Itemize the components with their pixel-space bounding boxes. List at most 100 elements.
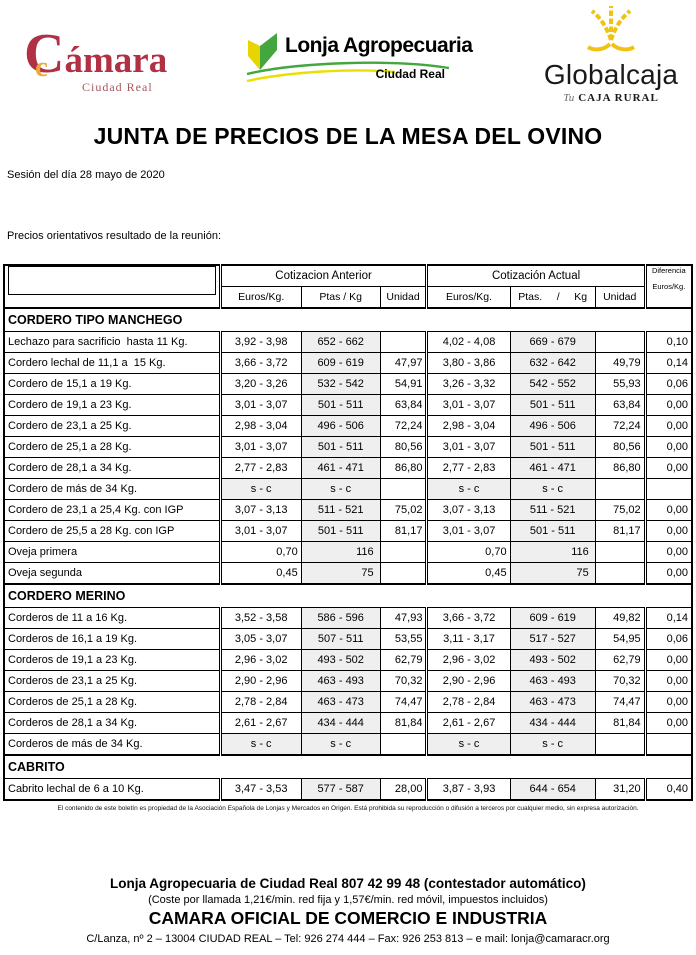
subheader-anterior-euros: Euros/Kg. bbox=[218, 286, 302, 309]
cell-diferencia: 0,00 bbox=[643, 670, 693, 692]
cell-product: Corderos de 11 a 16 Kg. bbox=[3, 607, 221, 629]
table-row: Corderos de 28,1 a 34 Kg. 2,61 - 2,67 434 … bbox=[3, 712, 693, 734]
cell-ant-unidad bbox=[379, 478, 428, 500]
cell-ant-ptas: 493 - 502 bbox=[300, 649, 381, 671]
cell-ant-euros: 3,01 - 3,07 bbox=[218, 436, 302, 458]
subheader-anterior-unidad: Unidad bbox=[379, 286, 428, 309]
cell-act-unidad: 55,93 bbox=[594, 373, 646, 395]
cell-act-euros: 3,26 - 3,32 bbox=[425, 373, 511, 395]
cell-act-unidad: 49,82 bbox=[594, 607, 646, 629]
cell-act-ptas: 461 - 471 bbox=[509, 457, 596, 479]
footer-address-line: C/Lanza, nº 2 – 13004 CIUDAD REAL – Tel:… bbox=[86, 933, 610, 945]
cell-act-ptas: 517 - 527 bbox=[509, 628, 596, 650]
cell-act-unidad: 62,79 bbox=[594, 649, 646, 671]
cell-ant-unidad: 81,17 bbox=[379, 520, 428, 542]
cell-act-euros: 3,01 - 3,07 bbox=[425, 436, 511, 458]
diferencia-label-line2: Euros/Kg. bbox=[652, 282, 686, 291]
cell-product: Cordero de 28,1 a 34 Kg. bbox=[3, 457, 221, 479]
price-table-wrap: Cotizacion Anterior Cotización Actual Di… bbox=[3, 264, 693, 801]
footer-chamber-name: CAMARA OFICIAL DE COMERCIO E INDUSTRIA bbox=[148, 908, 548, 928]
table-row: Cordero de 25,5 a 28 Kg. con IGP 3,01 - 3… bbox=[3, 520, 693, 542]
cell-ant-unidad bbox=[379, 733, 428, 756]
cell-act-euros: 3,07 - 3,13 bbox=[425, 499, 511, 521]
cell-act-euros: 2,61 - 2,67 bbox=[425, 712, 511, 734]
table-row: Corderos de 25,1 a 28 Kg. 2,78 - 2,84 463 … bbox=[3, 691, 693, 713]
cell-product: Cordero de más de 34 Kg. bbox=[3, 478, 221, 500]
cell-act-euros: 3,66 - 3,72 bbox=[425, 607, 511, 629]
cell-ant-ptas: 501 - 511 bbox=[300, 394, 381, 416]
cell-ant-euros: 3,92 - 3,98 bbox=[218, 331, 302, 353]
cell-ant-unidad: 81,84 bbox=[379, 712, 428, 734]
cell-ant-euros: 0,70 bbox=[218, 541, 302, 563]
table-row: Corderos de 19,1 a 23 Kg. 2,96 - 3,02 493 … bbox=[3, 649, 693, 671]
camara-inner-c-icon bbox=[35, 51, 48, 84]
cell-ant-unidad: 74,47 bbox=[379, 691, 428, 713]
cell-ant-unidad: 47,93 bbox=[379, 607, 428, 629]
copyright-disclaimer: El contenido de este boletín es propieda… bbox=[57, 805, 639, 812]
cell-ant-ptas: 501 - 511 bbox=[300, 436, 381, 458]
cell-act-ptas: 542 - 552 bbox=[509, 373, 596, 395]
cell-ant-ptas: 532 - 542 bbox=[300, 373, 381, 395]
cell-act-ptas: s - c bbox=[509, 478, 596, 500]
cell-act-ptas: 493 - 502 bbox=[509, 649, 596, 671]
cell-ant-euros: 3,07 - 3,13 bbox=[218, 499, 302, 521]
cell-diferencia: 0,00 bbox=[643, 520, 693, 542]
corner-box bbox=[8, 266, 216, 295]
section-title: CABRITO bbox=[3, 754, 693, 779]
cell-product: Corderos de 16,1 a 19 Kg. bbox=[3, 628, 221, 650]
cell-diferencia: 0,10 bbox=[643, 331, 693, 353]
cell-ant-ptas: s - c bbox=[300, 478, 381, 500]
cell-product: Corderos de más de 34 Kg. bbox=[3, 733, 221, 756]
cell-act-unidad: 70,32 bbox=[594, 670, 646, 692]
cell-act-ptas: 644 - 654 bbox=[509, 778, 596, 801]
intro-text: Precios orientativos resultado de la reu… bbox=[7, 230, 222, 242]
globalcaja-tagline-tu: Tu bbox=[563, 92, 575, 104]
cell-diferencia: 0,00 bbox=[643, 562, 693, 585]
cell-ant-unidad: 62,79 bbox=[379, 649, 428, 671]
cell-act-euros: s - c bbox=[425, 733, 511, 756]
cell-ant-unidad: 28,00 bbox=[379, 778, 428, 801]
cell-ant-ptas: 501 - 511 bbox=[300, 520, 381, 542]
table-row: Cordero de 28,1 a 34 Kg. 2,77 - 2,83 461 -… bbox=[3, 457, 693, 479]
lonja-subtitle: Ciudad Real bbox=[375, 67, 445, 81]
cell-ant-ptas: 434 - 444 bbox=[300, 712, 381, 734]
section-title: CORDERO MERINO bbox=[3, 583, 693, 608]
cell-act-ptas: 116 bbox=[509, 541, 596, 563]
camara-subtitle: Ciudad Real bbox=[82, 80, 153, 94]
table-row: Cordero de 19,1 a 23 Kg. 3,01 - 3,07 501 -… bbox=[3, 394, 693, 416]
cell-act-euros: 3,01 - 3,07 bbox=[425, 520, 511, 542]
cell-product: Cordero lechal de 11,1 a 15 Kg. bbox=[3, 352, 221, 374]
cell-act-unidad: 63,84 bbox=[594, 394, 646, 416]
cell-product: Cordero de 15,1 a 19 Kg. bbox=[3, 373, 221, 395]
cell-product: Cabrito lechal de 6 a 10 Kg. bbox=[3, 778, 221, 801]
cell-act-unidad bbox=[594, 562, 646, 585]
cell-ant-ptas: 586 - 596 bbox=[300, 607, 381, 629]
cell-ant-ptas: 507 - 511 bbox=[300, 628, 381, 650]
cell-diferencia: 0,00 bbox=[643, 499, 693, 521]
cell-ant-unidad: 53,55 bbox=[379, 628, 428, 650]
cell-act-unidad: 54,95 bbox=[594, 628, 646, 650]
page-title: JUNTA DE PRECIOS DE LA MESA DEL OVINO bbox=[93, 123, 603, 149]
section-row: CORDERO TIPO MANCHEGO bbox=[3, 307, 693, 332]
cell-diferencia: 0,00 bbox=[643, 394, 693, 416]
cell-ant-euros: 3,01 - 3,07 bbox=[218, 520, 302, 542]
globalcaja-tagline-cajarural: CAJA RURAL bbox=[578, 92, 659, 104]
cell-ant-unidad: 54,91 bbox=[379, 373, 428, 395]
subheader-anterior-ptas: Ptas / Kg bbox=[300, 286, 381, 309]
subheader-actual-ptas: Ptas. / Kg bbox=[509, 286, 596, 309]
cell-ant-ptas: s - c bbox=[300, 733, 381, 756]
cell-act-ptas: 501 - 511 bbox=[509, 436, 596, 458]
globalcaja-tagline: Tu CAJA RURAL bbox=[535, 92, 687, 104]
cell-ant-euros: 3,01 - 3,07 bbox=[218, 394, 302, 416]
cell-product: Corderos de 19,1 a 23 Kg. bbox=[3, 649, 221, 671]
cell-act-unidad: 80,56 bbox=[594, 436, 646, 458]
cell-act-euros: 2,96 - 3,02 bbox=[425, 649, 511, 671]
camara-wordmark: Cámara bbox=[24, 23, 168, 85]
price-table-body: CORDERO TIPO MANCHEGO Lechazo para sacrif… bbox=[3, 307, 693, 801]
cell-ant-ptas: 116 bbox=[300, 541, 381, 563]
cell-act-unidad: 86,80 bbox=[594, 457, 646, 479]
table-row: Oveja primera 0,70 116 0,70 116 0,00 bbox=[3, 541, 693, 563]
cell-ant-ptas: 463 - 493 bbox=[300, 670, 381, 692]
lonja-wordmark: Lonja Agropecuaria bbox=[285, 34, 473, 57]
